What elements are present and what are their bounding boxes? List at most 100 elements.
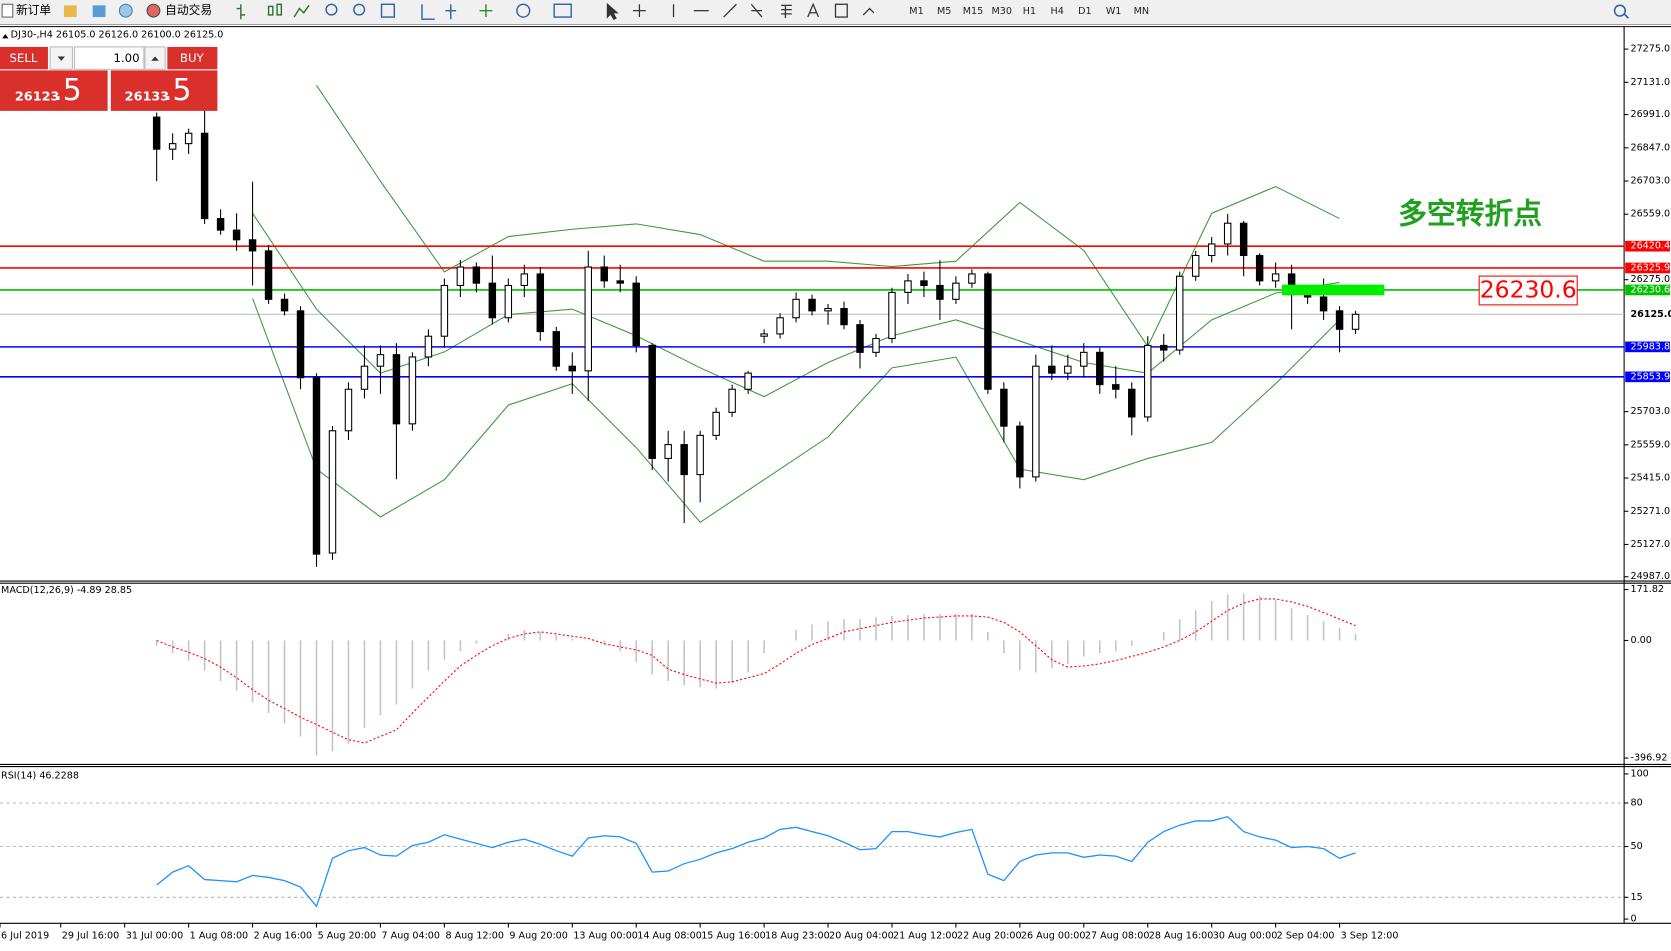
candle-body (888, 291, 896, 340)
y-tick-label: 25415.0 (1631, 473, 1671, 484)
timeframe-button[interactable]: M15 (963, 6, 983, 17)
timeframe-button[interactable]: M1 (909, 6, 923, 17)
y-tick-label: 25559.0 (1631, 439, 1671, 450)
candle-body (232, 229, 241, 241)
candle-body (712, 411, 720, 436)
timeframe-button[interactable]: M30 (992, 6, 1012, 17)
sell-button[interactable] (0, 46, 48, 70)
line-icon[interactable] (293, 4, 310, 18)
candle-icon[interactable] (267, 3, 283, 16)
timeframe-button[interactable]: MN (1134, 6, 1149, 17)
candle-body (760, 333, 768, 337)
bid-pip: .5 (53, 73, 81, 108)
x-tick-label: 15 Aug 16:00 (701, 931, 766, 942)
panel-title: MACD(12,26,9) -4.89 28.85 (1, 585, 132, 596)
tile-icon[interactable] (380, 3, 395, 18)
candle-body (984, 273, 992, 390)
candle-body (1112, 384, 1120, 390)
sell-price-box[interactable] (0, 70, 108, 111)
buy-button[interactable] (167, 46, 218, 70)
scroll-icons[interactable] (421, 4, 457, 20)
timeframe-button[interactable]: H4 (1051, 6, 1064, 17)
candle-body (824, 308, 832, 312)
price-tag (1625, 284, 1670, 296)
timeframe-button[interactable]: D1 (1078, 6, 1091, 17)
auto-trading-icon[interactable] (146, 3, 161, 18)
zoom-icons[interactable] (325, 3, 572, 20)
timeframe-button[interactable]: W1 (1106, 6, 1122, 17)
down-arrow (57, 56, 66, 61)
candle-body (328, 430, 337, 554)
candle-body (728, 388, 736, 413)
chart-type-icons[interactable] (236, 3, 310, 20)
bollinger-lower (252, 298, 1340, 524)
x-tick-label: 8 Aug 12:00 (445, 931, 503, 942)
fibo-tool[interactable] (781, 4, 792, 19)
new-order-button[interactable]: 新订单 (16, 3, 51, 17)
candle-body (664, 444, 672, 459)
buy-price-box[interactable] (110, 70, 218, 111)
y-tick-label: 26847.0 (1631, 142, 1671, 153)
timeframe-button[interactable]: H1 (1023, 6, 1036, 17)
x-tick-label: 21 Aug 12:00 (893, 931, 958, 942)
label-tool[interactable] (834, 3, 848, 18)
icon[interactable] (118, 3, 133, 18)
period-icon[interactable] (516, 3, 531, 18)
candle-body (552, 331, 561, 367)
y-tick-label: 100 (1631, 768, 1649, 779)
zoom-out-icon[interactable] (353, 3, 366, 16)
candle-body (456, 266, 465, 287)
auto-trading-button[interactable]: 自动交易 (165, 3, 212, 17)
price-tag-label: 26420.4 (1631, 241, 1671, 252)
main-chart: 27275.0 27131.0 26991.0 26847.0 26703.0 26559… (0, 44, 1671, 582)
channel-tool[interactable] (750, 3, 763, 18)
x-tick-label: 26 Aug 00:00 (1021, 931, 1086, 942)
candle-body (632, 282, 640, 346)
chart-area (0, 26, 1671, 951)
candle-body (392, 354, 401, 425)
x-tick-label: 27 Aug 08:00 (1085, 931, 1150, 942)
icon[interactable] (63, 5, 77, 18)
trendline-tool[interactable] (723, 3, 737, 18)
arrows-tool[interactable] (862, 7, 875, 16)
x-tick-label: 1 Aug 08:00 (190, 931, 248, 942)
candle-body (376, 354, 385, 367)
text-tool[interactable] (807, 2, 820, 18)
candle-body (776, 317, 784, 335)
rsi-panel: RSI(14) 46.2288 100 80 50 15 0 (0, 768, 1649, 925)
candle-body (616, 280, 624, 284)
x-tick-label: 2 Sep 04:00 (1277, 931, 1335, 942)
candle-body (1239, 222, 1248, 257)
x-tick-label: 6 Jul 2019 (1, 931, 49, 942)
x-tick-label: 2 Aug 16:00 (254, 931, 312, 942)
y-tick-label: 15 (1631, 892, 1643, 903)
price-tag-label: 25983.8 (1631, 341, 1671, 352)
drawing-tools[interactable] (606, 2, 875, 21)
annotation-value: 26230.6 (1480, 276, 1577, 304)
search-icon[interactable] (1613, 4, 1629, 19)
candle-body (1271, 273, 1280, 282)
candle-body (1048, 365, 1056, 374)
new-order-icon[interactable] (1, 3, 14, 18)
buy-label[interactable]: BUY (180, 51, 205, 65)
x-tick-label: 7 Aug 04:00 (382, 931, 440, 942)
candle-body (680, 444, 688, 476)
price-tag (1625, 341, 1670, 353)
sell-label[interactable]: SELL (9, 51, 37, 65)
candle-body (584, 266, 592, 372)
crosshair-tool[interactable] (633, 4, 646, 18)
timeframe-button[interactable]: M5 (937, 6, 951, 17)
bar-chart-icon[interactable] (236, 4, 246, 20)
cursor-tool[interactable] (606, 2, 619, 21)
candle-body (1191, 254, 1200, 277)
candle-body (248, 239, 257, 252)
zoom-in-icon[interactable] (325, 3, 338, 16)
candle-body (488, 282, 497, 319)
lots-input[interactable] (74, 46, 145, 70)
template-icon[interactable] (553, 3, 572, 18)
candle-body (168, 143, 177, 150)
x-tick-label: 31 Jul 00:00 (126, 931, 183, 942)
price-tag-label: 25853.9 (1631, 371, 1671, 382)
icon[interactable] (92, 5, 106, 18)
indicator-icon[interactable] (479, 4, 493, 18)
